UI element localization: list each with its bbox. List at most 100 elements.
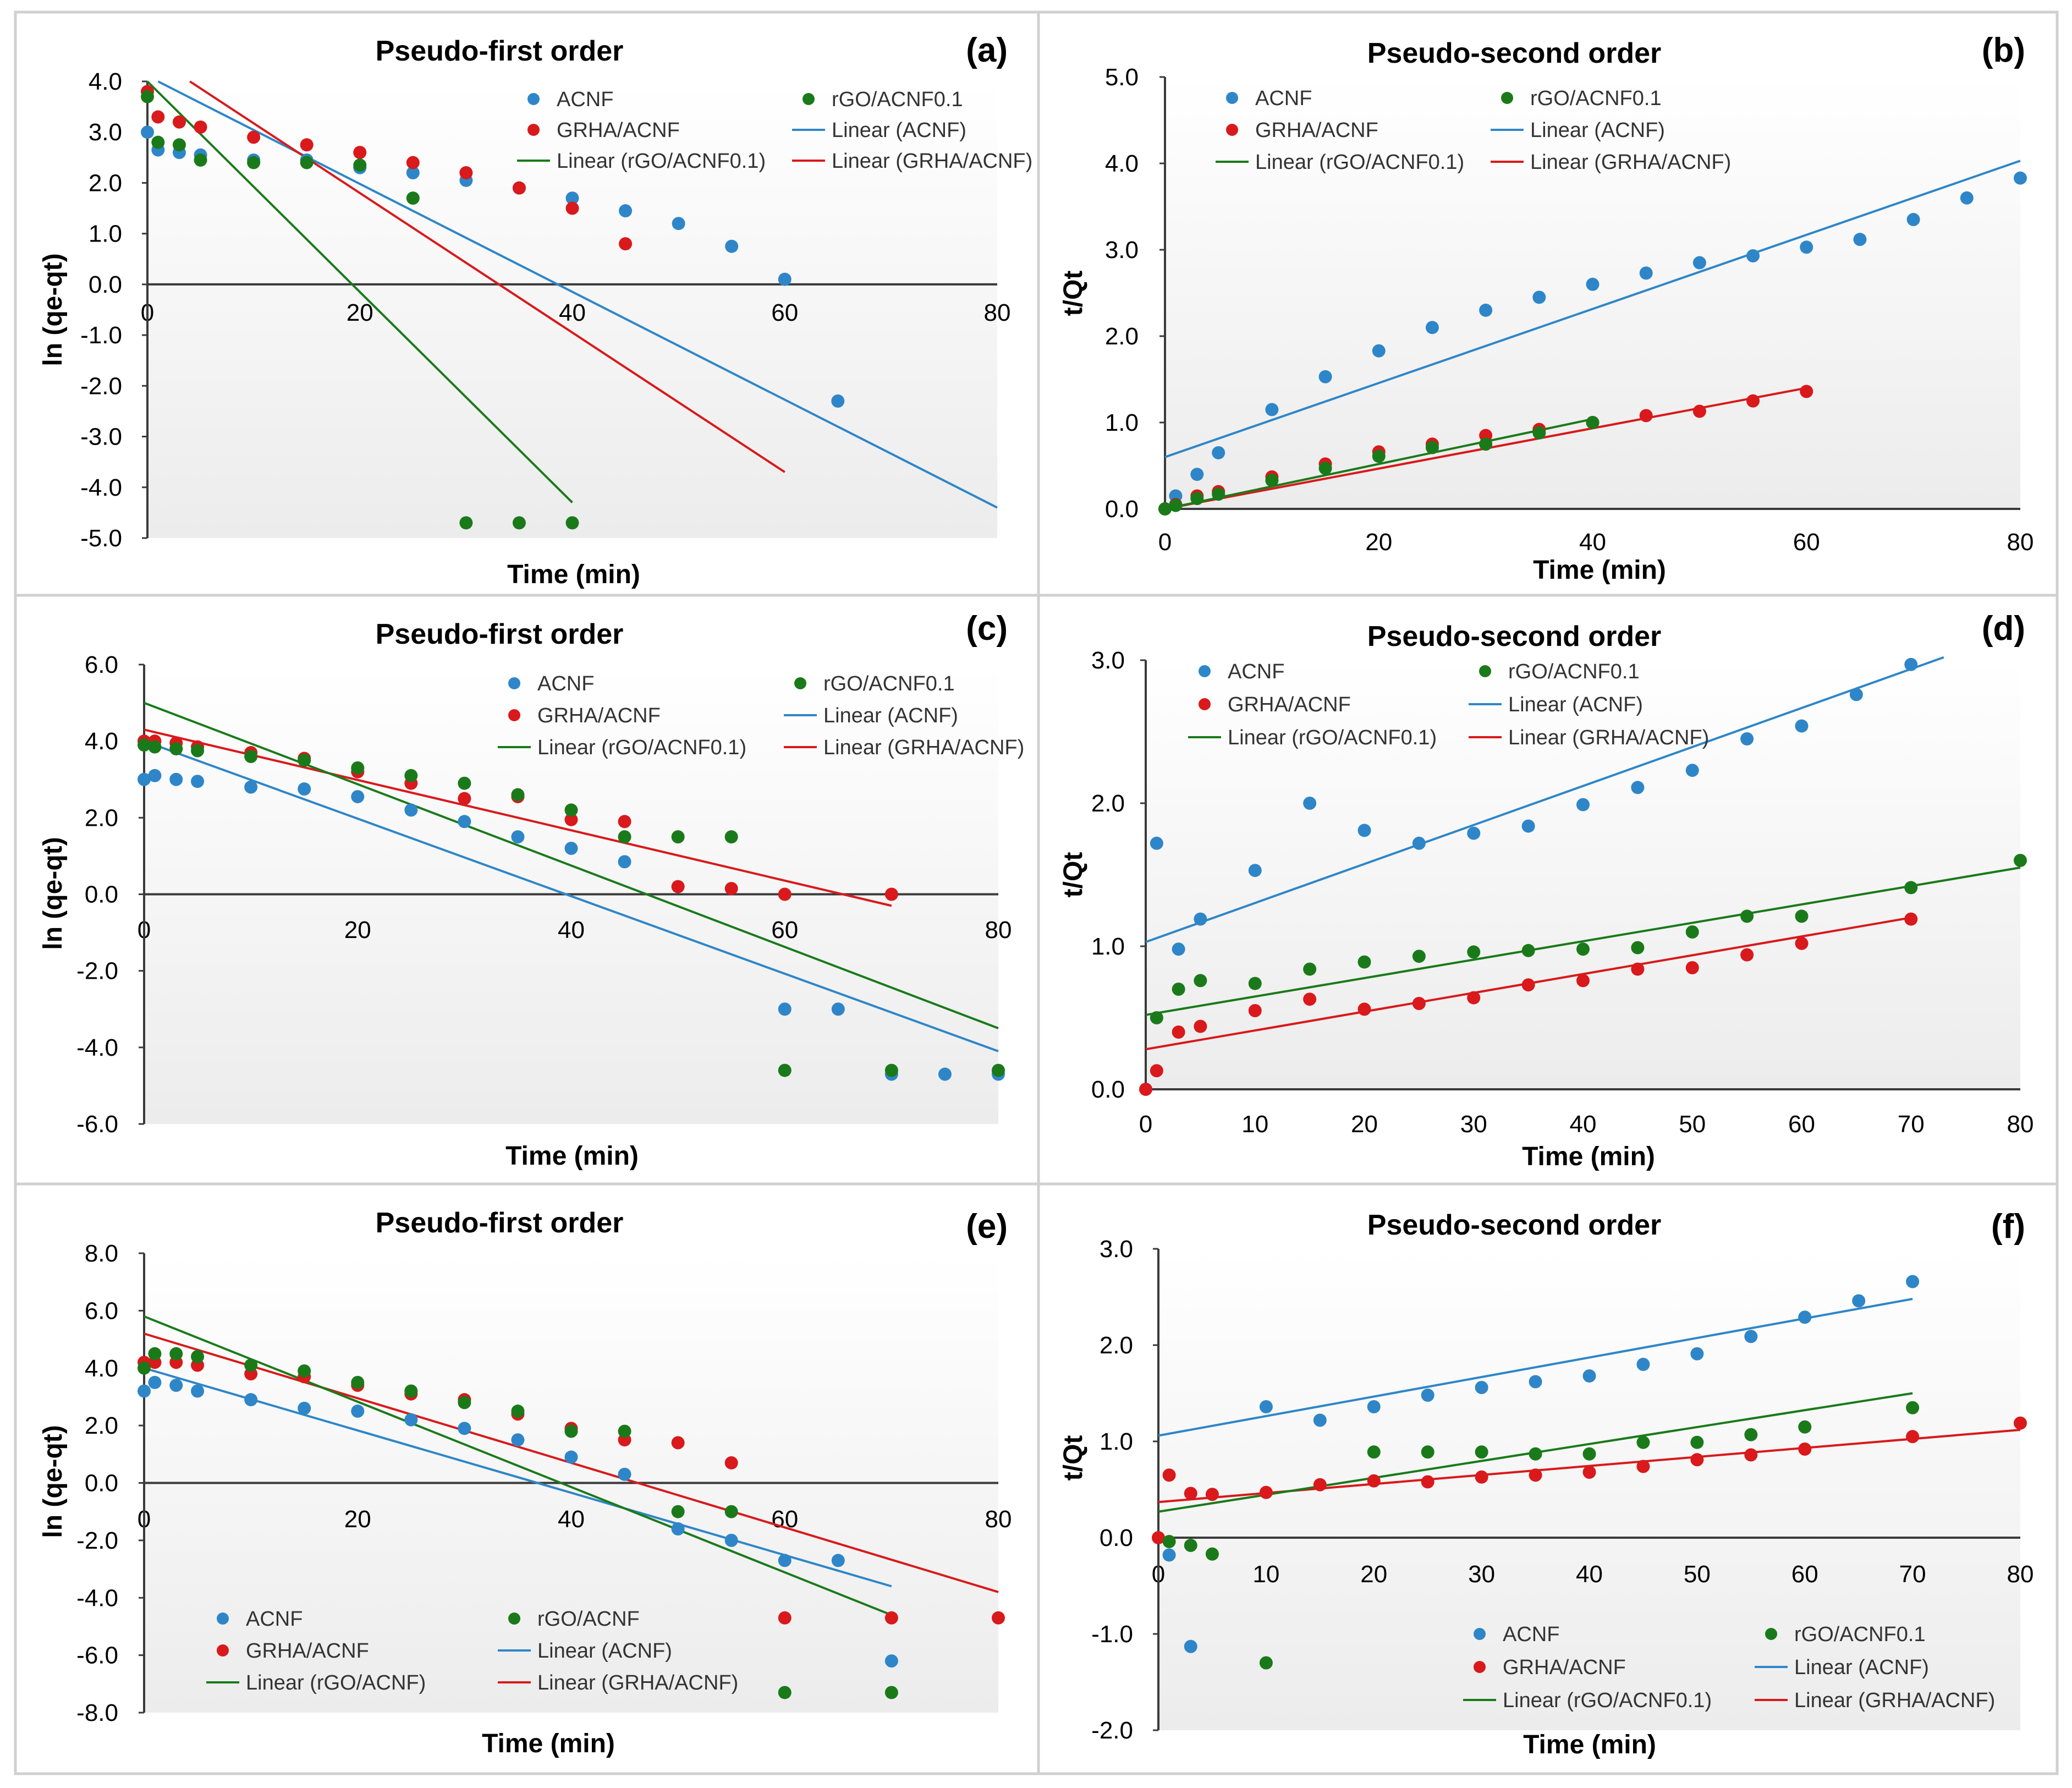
point-acnf bbox=[1412, 836, 1426, 850]
legend-label: Linear (GRHA/ACNF) bbox=[1530, 151, 1731, 174]
point-acnf bbox=[351, 790, 365, 804]
point-grha-acnf bbox=[1685, 961, 1699, 974]
point-rgo-acnf0-1 bbox=[1150, 1011, 1163, 1024]
y-tick-label: 0.0 bbox=[1100, 1524, 1133, 1551]
point-acnf bbox=[1421, 1389, 1435, 1402]
point-acnf bbox=[511, 830, 525, 844]
point-acnf bbox=[191, 775, 205, 788]
y-tick-label: 3.0 bbox=[1100, 1236, 1133, 1263]
legend-label: ACNF bbox=[246, 1608, 303, 1631]
legend-label: GRHA/ACNF bbox=[557, 119, 680, 142]
trendline-linear-acnf bbox=[1158, 1298, 1913, 1437]
point-grha-acnf bbox=[671, 1436, 685, 1450]
point-rgo-acnf0-1 bbox=[1479, 437, 1493, 451]
point-acnf bbox=[1162, 1548, 1176, 1562]
point-rgo-acnf0-1 bbox=[1798, 1420, 1812, 1434]
point-acnf bbox=[564, 1450, 578, 1464]
point-grha-acnf bbox=[1639, 409, 1653, 423]
point-rgo-acnf bbox=[511, 1405, 525, 1418]
point-acnf bbox=[169, 1379, 183, 1392]
x-tick-label: 60 bbox=[771, 299, 798, 326]
y-tick-label: 1.0 bbox=[1100, 1428, 1133, 1455]
legend-item-linear-rgo-acnf0-1: Linear (rGO/ACNF0.1) bbox=[498, 736, 746, 759]
point-acnf bbox=[244, 1393, 258, 1407]
legend-label: Linear (ACNF) bbox=[832, 119, 966, 142]
point-rgo-acnf0-1 bbox=[1421, 1445, 1435, 1459]
point-grha-acnf bbox=[2014, 1416, 2027, 1430]
legend-label: Linear (ACNF) bbox=[823, 704, 958, 727]
legend-marker-swatch bbox=[794, 677, 806, 689]
legend-marker-swatch bbox=[1474, 1661, 1486, 1673]
point-acnf bbox=[138, 772, 151, 786]
point-grha-acnf bbox=[778, 1611, 792, 1625]
legend-label: Linear (rGO/ACNF0.1) bbox=[1503, 1689, 1712, 1712]
y-tick-label: 6.0 bbox=[85, 1297, 118, 1324]
point-rgo-acnf0-1 bbox=[1318, 462, 1332, 475]
point-rgo-acnf0-1 bbox=[1685, 925, 1699, 939]
point-rgo-acnf0-1 bbox=[511, 788, 525, 802]
x-tick-label: 20 bbox=[1351, 1111, 1378, 1138]
y-tick-label: 6.0 bbox=[85, 651, 118, 678]
point-rgo-acnf0-1 bbox=[459, 516, 473, 530]
point-grha-acnf bbox=[1162, 1468, 1176, 1482]
y-tick-label: -4.0 bbox=[76, 1584, 118, 1611]
point-acnf bbox=[1318, 370, 1332, 383]
point-grha-acnf bbox=[1690, 1453, 1704, 1467]
point-acnf bbox=[831, 1554, 845, 1567]
data-points bbox=[138, 1347, 1005, 1699]
point-grha-acnf bbox=[458, 792, 471, 805]
legend-item-linear-acnf: Linear (ACNF) bbox=[1755, 1656, 1929, 1679]
point-acnf bbox=[1690, 1347, 1704, 1361]
y-tick-label: -2.0 bbox=[80, 372, 122, 399]
x-tick-label: 60 bbox=[771, 1506, 798, 1533]
y-tick-label: 0.0 bbox=[1091, 1076, 1125, 1103]
point-rgo-acnf bbox=[244, 1358, 258, 1372]
y-tick-label: -6.0 bbox=[76, 1642, 118, 1669]
point-rgo-acnf0-1 bbox=[1906, 1401, 1920, 1414]
point-rgo-acnf0-1 bbox=[1169, 498, 1183, 512]
y-axis-label: t/Qt bbox=[1059, 271, 1088, 316]
point-acnf bbox=[1367, 1400, 1381, 1413]
point-grha-acnf bbox=[1740, 948, 1754, 962]
chart-title: Pseudo-second order bbox=[1367, 1209, 1662, 1241]
y-ticks: -5.0 -4.0 -3.0 -2.0 -1.0 0.0 1.0 2.0 3.0 4.0 bbox=[80, 68, 147, 552]
panel-label: (c) bbox=[966, 610, 1008, 648]
point-rgo-acnf0-1 bbox=[1172, 983, 1185, 996]
point-rgo-acnf0-1 bbox=[1744, 1428, 1758, 1441]
point-grha-acnf bbox=[1692, 404, 1706, 418]
point-rgo-acnf0-1 bbox=[1357, 955, 1371, 969]
trendline-linear-acnf bbox=[1145, 656, 1944, 944]
legend: ACNF rGO/ACNF0.1 GRHA/ACNF Linear (ACNF) Lin… bbox=[498, 672, 1024, 759]
legend: ACNF rGO/ACNF0.1 GRHA/ACNF Linear (ACNF) Lin… bbox=[1463, 1623, 1995, 1712]
y-axis-label: ln (qe-qt) bbox=[39, 837, 68, 950]
x-tick-label: 20 bbox=[344, 1506, 371, 1533]
point-grha-acnf bbox=[1798, 1443, 1812, 1456]
legend-label: Linear (rGO/ACNF0.1) bbox=[557, 150, 766, 173]
point-acnf bbox=[618, 855, 631, 869]
legend-marker-swatch bbox=[527, 124, 540, 136]
point-grha-acnf bbox=[1259, 1485, 1273, 1499]
point-acnf bbox=[1852, 1294, 1866, 1308]
point-acnf bbox=[1425, 321, 1439, 334]
trendline-linear-rgo-acnf0-1 bbox=[146, 80, 573, 503]
axes bbox=[1164, 77, 2020, 510]
point-rgo-acnf0-1 bbox=[1158, 502, 1172, 515]
point-acnf bbox=[1639, 266, 1653, 280]
legend-label: Linear (rGO/ACNF0.1) bbox=[537, 736, 746, 759]
legend-item-linear-grha-acnf: Linear (GRHA/ACNF) bbox=[792, 150, 1032, 173]
x-axis-label: Time (min) bbox=[482, 1729, 615, 1758]
y-ticks: -2.0 -1.0 0.0 1.0 2.0 3.0 bbox=[1091, 1236, 1158, 1744]
panel-b-pseudo-second-order: Pseudo-second order (b) Time (min) t/Qt … bbox=[1059, 31, 2033, 585]
point-acnf bbox=[778, 1554, 792, 1567]
point-acnf bbox=[1853, 233, 1867, 246]
legend-label: Linear (GRHA/ACNF) bbox=[1794, 1689, 1995, 1712]
point-acnf bbox=[1532, 290, 1546, 304]
point-rgo-acnf0-1 bbox=[1576, 942, 1590, 956]
point-rgo-acnf0-1 bbox=[244, 750, 258, 763]
x-tick-label: 80 bbox=[985, 917, 1012, 944]
y-tick-label: 0.0 bbox=[85, 881, 118, 908]
point-grha-acnf bbox=[1150, 1064, 1163, 1078]
point-grha-acnf bbox=[724, 882, 738, 896]
point-acnf bbox=[831, 394, 845, 408]
